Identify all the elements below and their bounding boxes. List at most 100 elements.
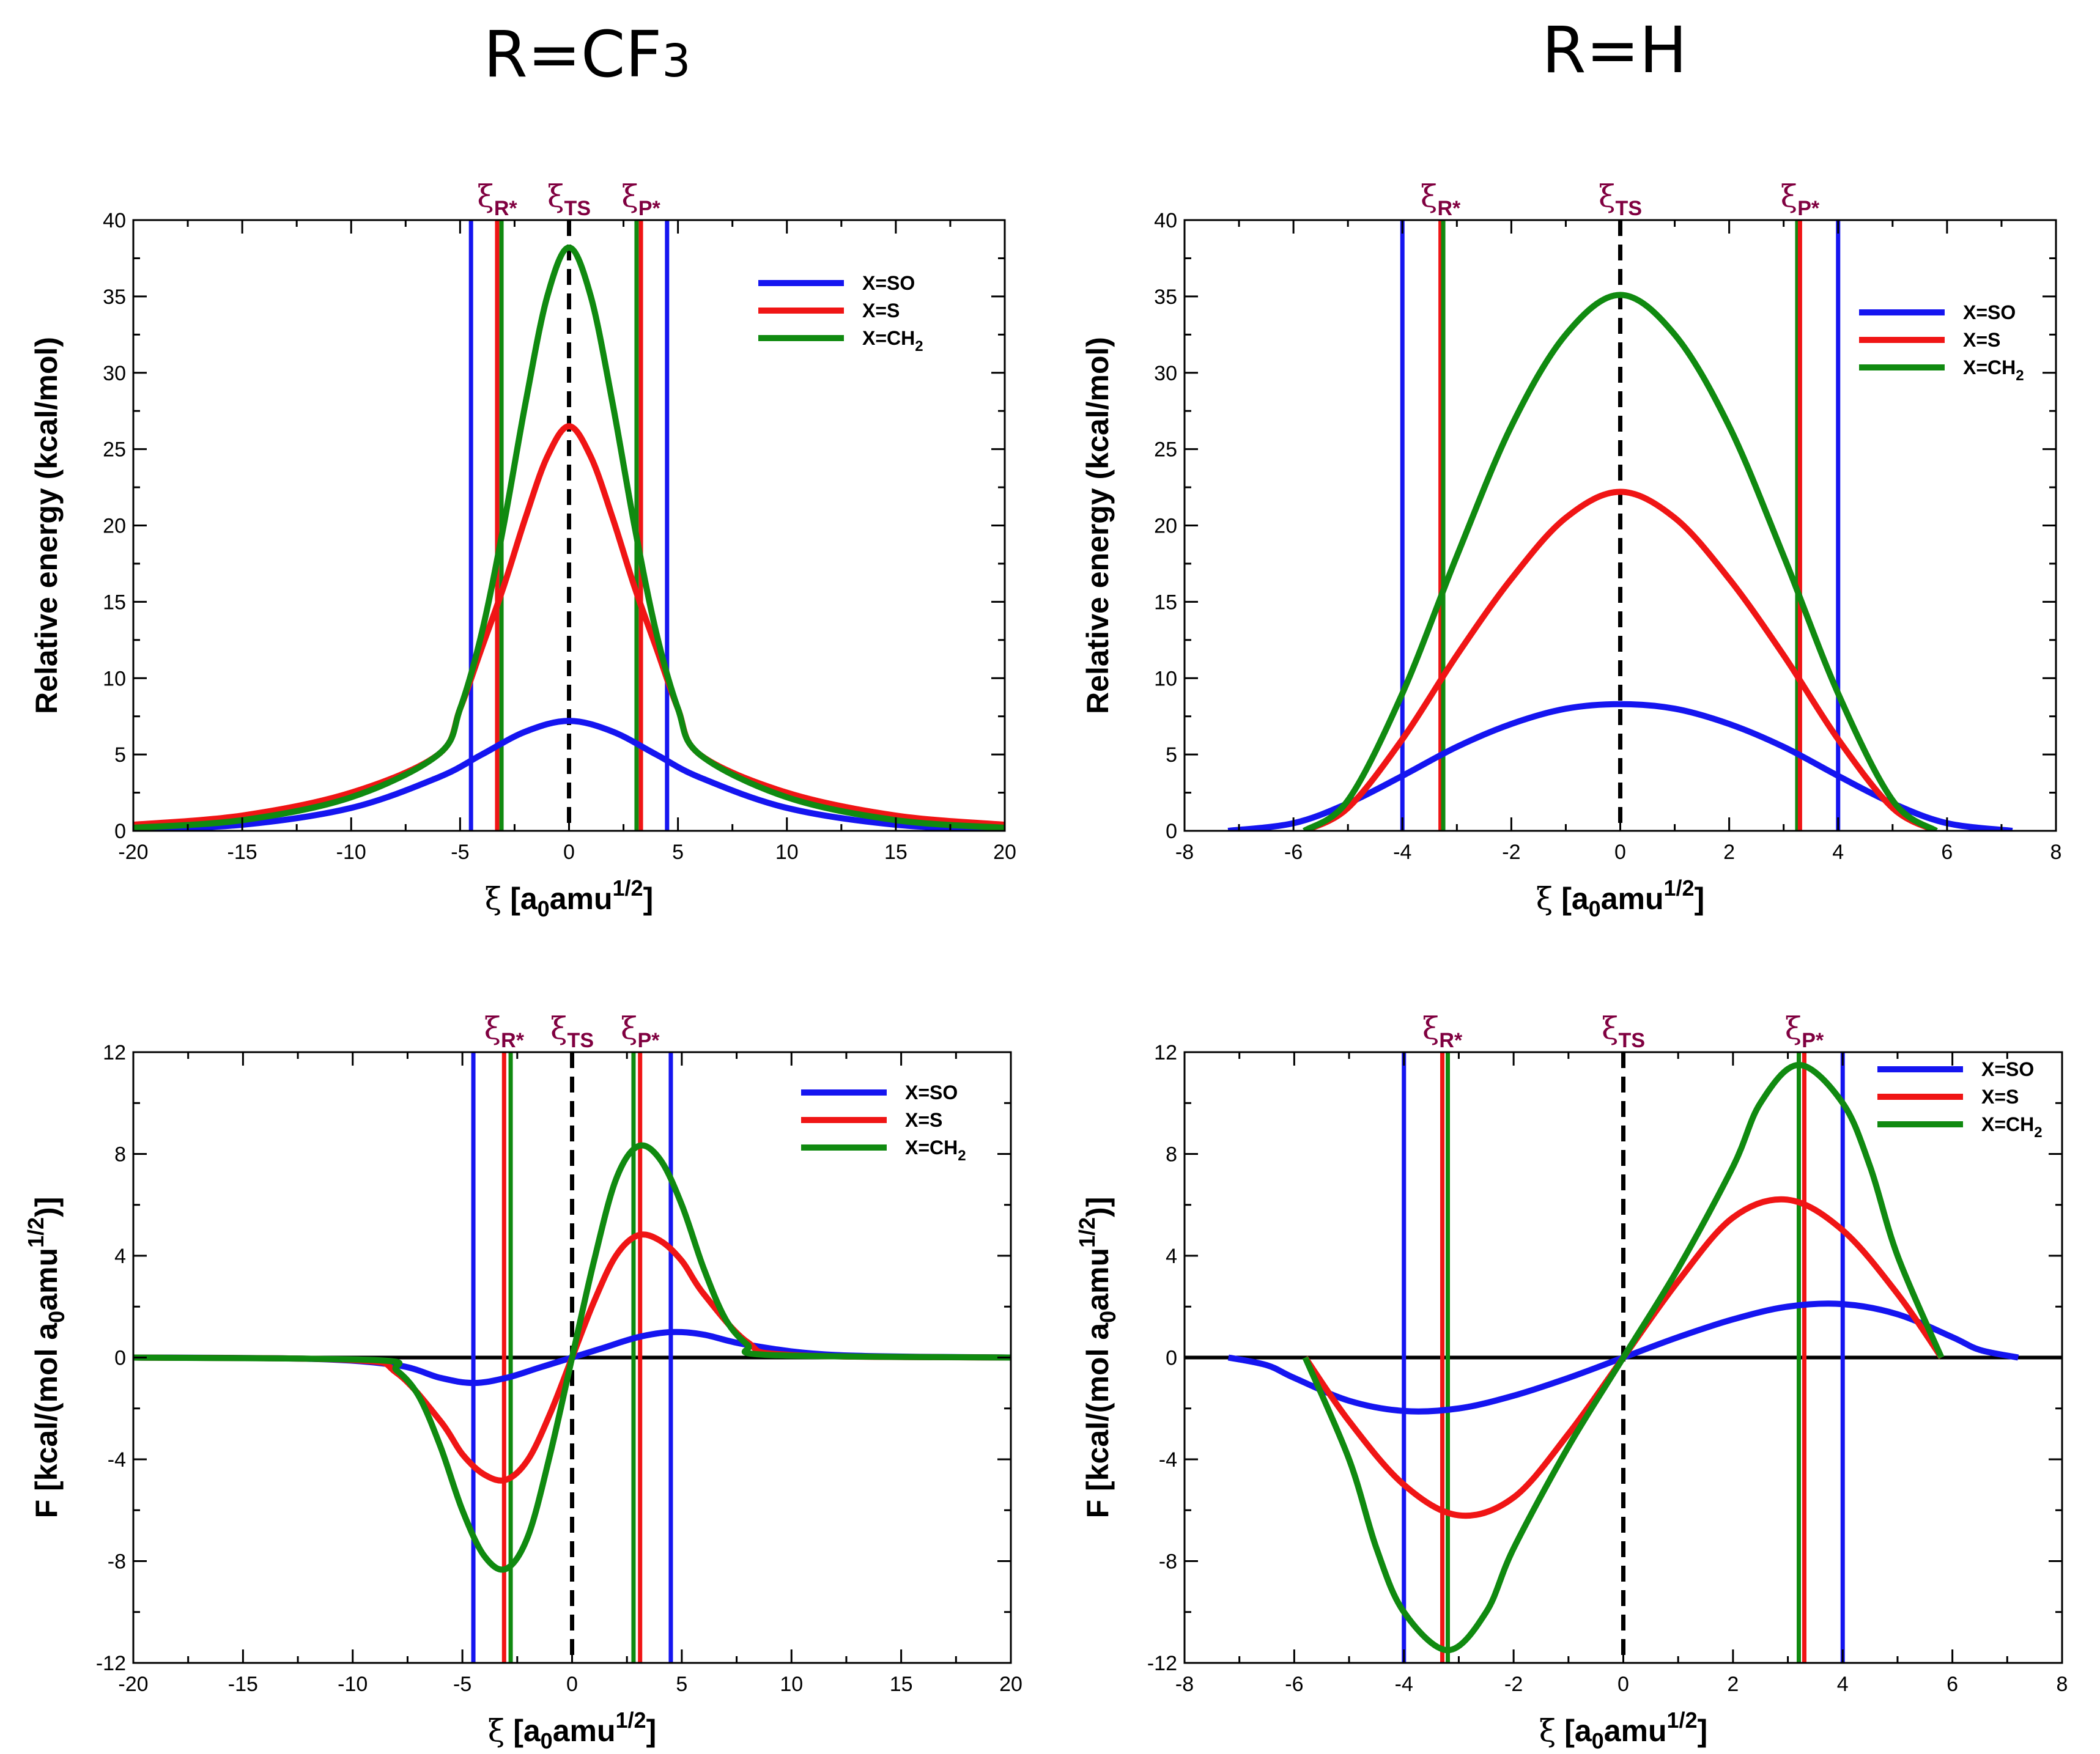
y-axis-label: Relative energy (kcal/mol) <box>1081 337 1115 714</box>
x-axis-label: ξ [a0amu1/2] <box>1539 1708 1707 1753</box>
marker-ts: ξTS <box>547 179 591 220</box>
marker-r: ξR* <box>1422 1011 1463 1052</box>
y-tick-label: 40 <box>103 209 126 232</box>
x-tick-label: -4 <box>1395 1673 1413 1696</box>
legend-so: X=SO <box>1981 1058 2034 1080</box>
legend-s: X=S <box>862 300 900 322</box>
y-tick-label: -12 <box>96 1652 126 1675</box>
x-tick-label: -15 <box>227 841 257 864</box>
y-tick-label: 15 <box>103 591 126 614</box>
series-line-x-ch2 <box>133 1142 1011 1573</box>
x-axis-label: ξ [a0amu1/2] <box>488 1708 656 1753</box>
y-tick-label: 0 <box>1166 1347 1177 1370</box>
series-line-x-ch2 <box>1302 1061 1945 1654</box>
x-tick-label: 4 <box>1832 841 1844 864</box>
y-tick-label: 30 <box>103 362 126 385</box>
y-tick-label: 20 <box>1154 515 1177 538</box>
x-tick-label: 6 <box>1947 1673 1958 1696</box>
x-tick-label: -15 <box>228 1673 258 1696</box>
y-tick-label: 25 <box>1154 438 1177 462</box>
y-tick-label: 5 <box>114 743 126 767</box>
y-tick-label: 12 <box>1154 1041 1177 1064</box>
x-tick-label: 8 <box>2050 841 2062 864</box>
legend-s: X=S <box>1963 329 2000 351</box>
series-line-x-ch2 <box>133 244 1005 831</box>
y-tick-label: 20 <box>103 515 126 538</box>
x-tick-label: -10 <box>336 841 366 864</box>
title-left: R=CF3 <box>484 17 691 92</box>
marker-p: ξP* <box>1785 1011 1824 1052</box>
title-right: R=H <box>1542 13 1687 87</box>
series-line-x-ch2 <box>1303 292 1938 831</box>
marker-r: ξR* <box>477 179 517 220</box>
y-tick-label: -4 <box>1159 1448 1177 1472</box>
x-tick-label: -8 <box>1175 841 1194 864</box>
marker-p: ξP* <box>621 179 660 220</box>
x-axis-label: ξ [a0amu1/2] <box>485 875 653 921</box>
x-tick-label: -2 <box>1502 841 1520 864</box>
legend-s: X=S <box>905 1109 942 1131</box>
marker-r: ξR* <box>1421 179 1461 220</box>
y-tick-label: 4 <box>1166 1245 1177 1268</box>
y-tick-label: -8 <box>1159 1550 1177 1574</box>
y-tick-label: 0 <box>114 820 126 843</box>
y-tick-label: 10 <box>103 667 126 690</box>
legend-so: X=SO <box>905 1082 958 1104</box>
y-axis-label: F [kcal/(mol a0amu1/2)] <box>1074 1197 1120 1519</box>
legend-so: X=SO <box>862 272 915 294</box>
y-axis-label: F [kcal/(mol a0amu1/2)] <box>23 1197 69 1519</box>
x-tick-label: 20 <box>993 841 1016 864</box>
y-axis-label: Relative energy (kcal/mol) <box>29 337 64 714</box>
x-tick-label: -6 <box>1284 841 1303 864</box>
x-tick-label: 0 <box>566 1673 578 1696</box>
marker-ts: ξTS <box>550 1011 594 1052</box>
y-tick-label: 30 <box>1154 362 1177 385</box>
x-tick-label: 10 <box>775 841 799 864</box>
x-tick-label: -20 <box>118 841 148 864</box>
x-tick-label: -2 <box>1504 1673 1523 1696</box>
x-tick-label: 15 <box>890 1673 913 1696</box>
x-tick-label: 2 <box>1723 841 1735 864</box>
y-tick-label: 4 <box>114 1245 126 1268</box>
x-tick-label: -5 <box>451 841 469 864</box>
y-tick-label: 25 <box>103 438 126 462</box>
x-tick-label: -4 <box>1393 841 1411 864</box>
legend-ch2: X=CH2 <box>905 1137 966 1164</box>
y-tick-label: 8 <box>1166 1143 1177 1166</box>
legend-s: X=S <box>1981 1086 2019 1108</box>
legend-ch2: X=CH2 <box>1963 356 2024 384</box>
y-tick-label: -8 <box>108 1550 126 1574</box>
x-tick-label: 20 <box>999 1673 1022 1696</box>
marker-p: ξP* <box>621 1011 660 1052</box>
marker-r: ξR* <box>484 1011 525 1052</box>
y-tick-label: 35 <box>1154 286 1177 309</box>
panel-force-cf3: -20 -15 -10 -5 0 5 10 15 20 -12 -8 -4 0 4 8 12 ξ [a0amu1… <box>23 1011 1022 1753</box>
x-tick-label: 4 <box>1837 1673 1849 1696</box>
y-tick-label: 35 <box>103 286 126 309</box>
marker-ts: ξTS <box>1602 1011 1645 1052</box>
marker-ts: ξTS <box>1599 179 1642 220</box>
y-tick-label: 12 <box>103 1041 126 1064</box>
y-tick-label: -4 <box>108 1448 126 1472</box>
legend-ch2: X=CH2 <box>862 327 923 355</box>
y-tick-label: 8 <box>114 1143 126 1166</box>
legend-so: X=SO <box>1963 301 2016 323</box>
x-tick-label: 0 <box>1618 1673 1629 1696</box>
panel-energy-h: -8 -6 -4 -2 0 2 4 6 8 0 5 10 15 20 25 30 35 40 ξ [a0amu1/2… <box>1081 179 2061 921</box>
y-tick-label: 5 <box>1166 743 1177 767</box>
x-tick-label: 15 <box>884 841 908 864</box>
y-tick-label: 0 <box>114 1347 126 1370</box>
y-tick-label: -12 <box>1147 1652 1177 1675</box>
legend-ch2: X=CH2 <box>1981 1113 2043 1141</box>
x-tick-label: -20 <box>118 1673 148 1696</box>
panel-energy-cf3: -20 -15 -10 -5 0 5 10 15 20 0 5 10 15 20 25 30 35 40 ξ [a0… <box>29 179 1016 921</box>
x-tick-label: 0 <box>1614 841 1626 864</box>
x-tick-label: 5 <box>672 841 684 864</box>
series-line-x-s <box>1303 488 1938 831</box>
y-tick-label: 10 <box>1154 667 1177 690</box>
y-tick-label: 40 <box>1154 209 1177 232</box>
series-line-x-so <box>133 718 1005 831</box>
x-tick-label: 6 <box>1941 841 1953 864</box>
